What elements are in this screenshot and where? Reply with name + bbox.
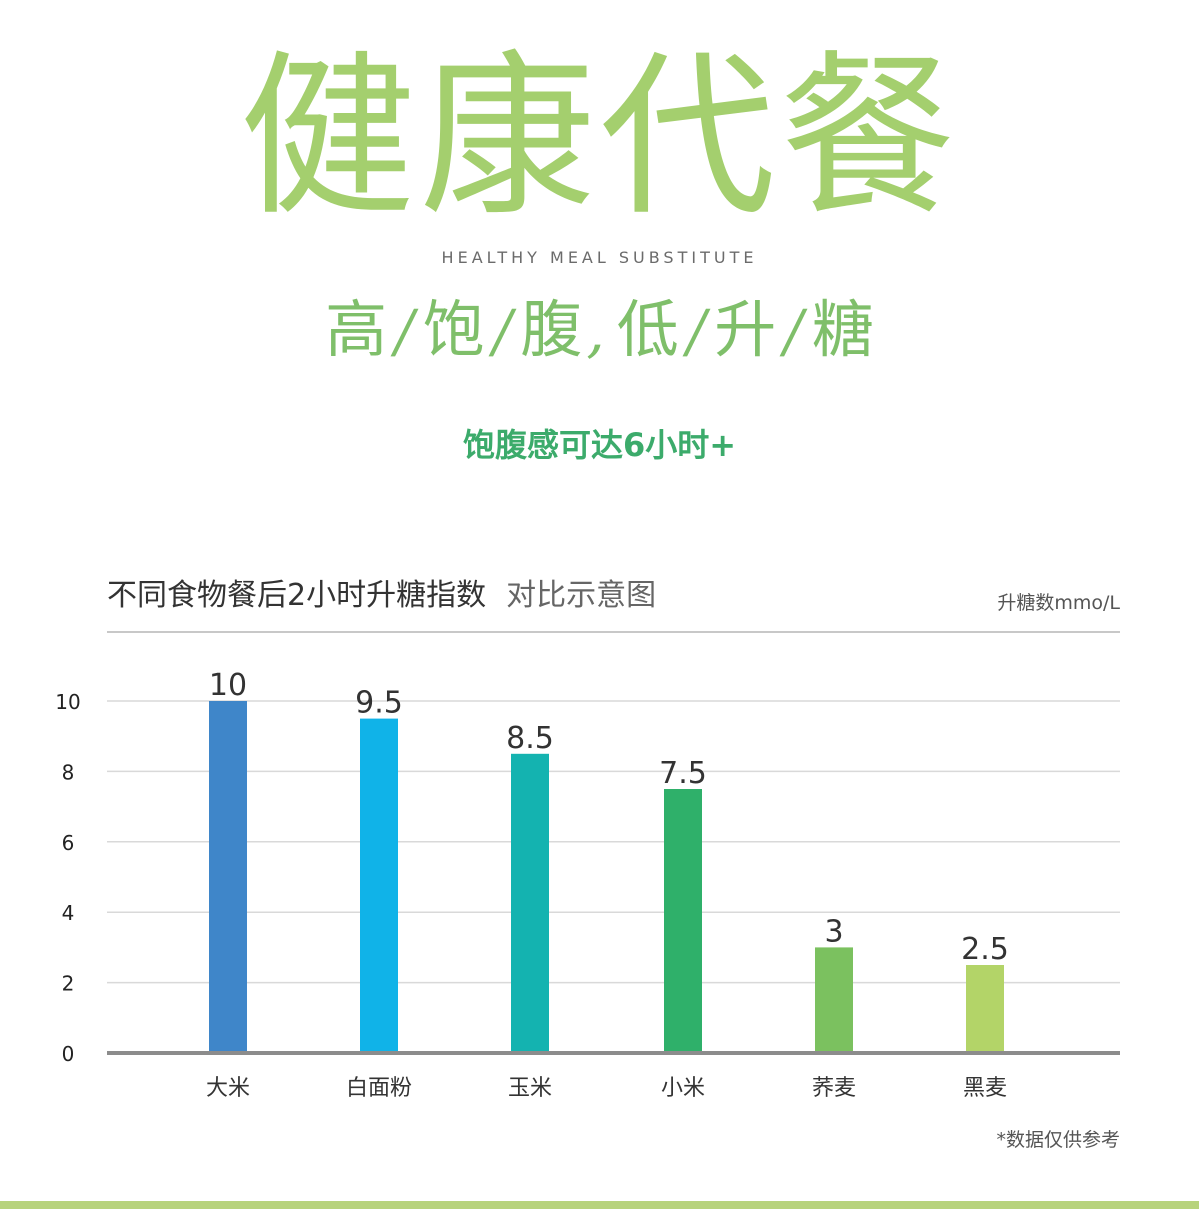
chart-title-main: 不同食物餐后2小时升糖指数 (107, 578, 487, 613)
bar-2 (360, 718, 398, 1053)
slogan-char: 升 (714, 293, 777, 366)
x-tick-label: 荞麦 (812, 1076, 856, 1101)
slogan-char: 饱 (422, 293, 485, 366)
bottom-bar (0, 1201, 1199, 1209)
data-label: 2.5 (961, 932, 1009, 967)
y-tick-label: 6 (62, 831, 75, 855)
page-title: 健康代餐 (239, 35, 960, 240)
y-tick-label: 0 (62, 1042, 75, 1066)
bar-3 (511, 753, 549, 1053)
y-tick-label: 8 (62, 760, 75, 784)
chart-title: 不同食物餐后2小时升糖指数 对比示意图 (107, 570, 656, 614)
data-label: 3 (824, 914, 843, 949)
x-tick-label: 小米 (661, 1076, 705, 1101)
slogan-char: 低 (616, 293, 679, 366)
x-tick-label: 大米 (206, 1076, 250, 1101)
y-tick-label: 10 (55, 690, 80, 714)
data-label: 8.5 (506, 721, 554, 756)
bar-5 (815, 947, 853, 1053)
unit-label: 升糖数mmo/L (997, 592, 1120, 614)
y-tick-label: 4 (62, 901, 75, 925)
data-label: 10 (209, 668, 247, 703)
bar-1 (209, 701, 247, 1053)
slogan-char: 腹 (520, 293, 583, 366)
slogan-char: 糖 (811, 293, 874, 366)
y-tick-label: 2 (62, 972, 75, 996)
satiety-note: 饱腹感可达6小时+ (462, 426, 737, 464)
slogan: 高/饱/腹,低/升/糖 (0, 290, 1199, 371)
x-tick-label: 白面粉 (346, 1076, 412, 1101)
page-subtitle: HEALTHY MEAL SUBSTITUTE (441, 248, 758, 267)
bar-4 (664, 789, 702, 1053)
slogan-char: 高 (325, 293, 388, 366)
footnote: *数据仅供参考 (996, 1129, 1120, 1151)
x-tick-label: 玉米 (508, 1076, 552, 1101)
chart-title-sub: 对比示意图 (506, 578, 657, 613)
bar-6 (966, 965, 1004, 1053)
x-tick-label: 黑麦 (963, 1076, 1007, 1101)
data-label: 9.5 (355, 686, 403, 721)
data-label: 7.5 (659, 756, 707, 791)
